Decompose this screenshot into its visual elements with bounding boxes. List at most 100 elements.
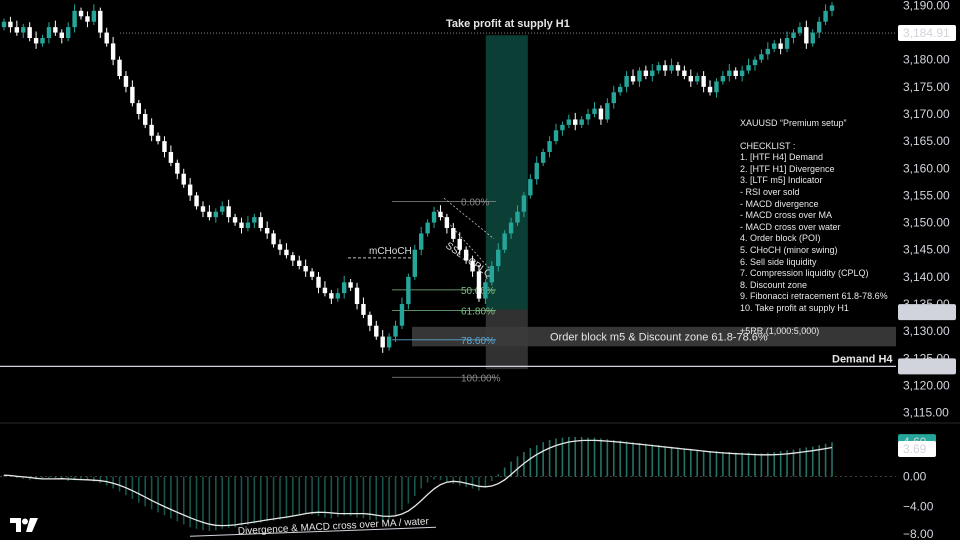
candle: [232, 217, 238, 223]
macd-tick-label: 0.00: [903, 470, 927, 484]
candle: [14, 27, 20, 33]
fib-label: 78.60%: [461, 336, 495, 347]
candle: [245, 222, 251, 228]
candle: [303, 266, 308, 272]
candle: [239, 222, 244, 228]
price-tick-label: 3,150.00: [903, 216, 950, 230]
price-tick-label: 3,140.00: [903, 270, 950, 284]
candle: [431, 211, 437, 223]
checklist-item: - RSI over sold: [740, 186, 800, 197]
candle: [335, 293, 340, 299]
candle: [669, 65, 674, 71]
candle: [168, 152, 174, 163]
checklist-item: - MACD divergence: [740, 198, 819, 209]
candle: [367, 314, 373, 326]
checklist-item: 10. Take profit at supply H1: [740, 302, 849, 313]
checklist-item: - MACD cross over water: [740, 221, 841, 232]
checklist-note: XAUUSD “Premium setup” CHECKLIST : 1. [H…: [740, 118, 888, 337]
candle: [515, 211, 520, 223]
candle: [290, 255, 296, 261]
checklist-item: 4. Order block (POI): [740, 233, 821, 244]
candle: [194, 195, 199, 207]
candle: [412, 249, 417, 277]
candle: [213, 211, 219, 218]
candle: [605, 103, 610, 120]
candle: [444, 217, 450, 228]
candle: [1, 21, 7, 28]
checklist-item: - MACD cross over MA: [740, 210, 833, 221]
order-block-zone: [412, 326, 896, 347]
candle: [380, 336, 385, 348]
candle: [508, 222, 514, 234]
candle: [772, 43, 777, 49]
candle: [406, 276, 411, 304]
candle: [322, 287, 328, 294]
checklist-title: XAUUSD “Premium setup”: [740, 118, 847, 128]
candle: [393, 325, 398, 337]
candle: [534, 162, 539, 180]
candle: [187, 184, 193, 196]
candle: [746, 65, 751, 71]
tradingview-icon[interactable]: [10, 518, 38, 537]
candle: [823, 10, 828, 22]
price-label-text: 3,133.51: [903, 305, 950, 319]
candle: [374, 325, 379, 337]
candle: [386, 336, 392, 348]
candle: [502, 233, 507, 250]
candle: [155, 135, 161, 142]
candle: [207, 211, 212, 218]
price-tick-label: 3,115.00: [903, 406, 949, 420]
macd-tick-label: −8.00: [903, 527, 934, 540]
fib-label: 61.80%: [461, 307, 495, 318]
checklist-item: 2. [HTF H1] Divergence: [740, 163, 835, 174]
candle: [271, 233, 276, 245]
candle: [65, 27, 71, 38]
candle: [361, 304, 366, 315]
candle: [739, 70, 745, 76]
checklist-item: 1. [HTF H4] Demand: [740, 152, 824, 163]
candle: [284, 249, 289, 256]
candle: [637, 70, 642, 82]
candle: [804, 27, 809, 44]
candle: [617, 86, 623, 93]
candle: [226, 206, 231, 218]
candle: [650, 70, 655, 76]
candle: [399, 304, 405, 326]
candle: [354, 287, 360, 304]
fib-label: 0.00%: [461, 197, 489, 208]
price-label-box: [898, 358, 956, 375]
checklist-item: 7. Compression liquidity (CPLQ): [740, 268, 869, 279]
price-tick-label: 3,190.00: [903, 0, 950, 12]
candle: [714, 81, 719, 93]
candle: [21, 27, 26, 33]
candle: [277, 244, 283, 250]
candle: [110, 43, 116, 60]
candle: [733, 70, 738, 76]
candle: [316, 276, 321, 288]
candle: [104, 32, 109, 44]
candle: [695, 76, 700, 82]
candle: [707, 86, 713, 93]
candle: [8, 21, 13, 28]
candle: [598, 108, 604, 120]
profit-zone: [485, 35, 528, 310]
take-profit-label: Take profit at supply H1: [446, 18, 570, 30]
order-block-label: Order block m5 & Discount zone 61.8-78.6…: [550, 332, 768, 344]
candle: [59, 32, 64, 38]
candle: [662, 65, 668, 71]
price-tick-label: 3,120.00: [903, 378, 950, 392]
price-tick-label: 3,155.00: [903, 188, 950, 202]
candle: [611, 92, 616, 104]
candle: [117, 59, 122, 76]
candle: [162, 141, 167, 152]
candle: [136, 103, 141, 114]
price-label-text: 3,123.51: [903, 359, 950, 373]
candle: [419, 233, 424, 250]
checklist-item: 6. Sell side liquidity: [740, 256, 817, 267]
checklist-heading: CHECKLIST :: [740, 140, 796, 151]
candle: [688, 76, 693, 82]
checklist-item: 3. [LTF m5] Indicator: [740, 175, 823, 186]
candle: [816, 21, 822, 33]
